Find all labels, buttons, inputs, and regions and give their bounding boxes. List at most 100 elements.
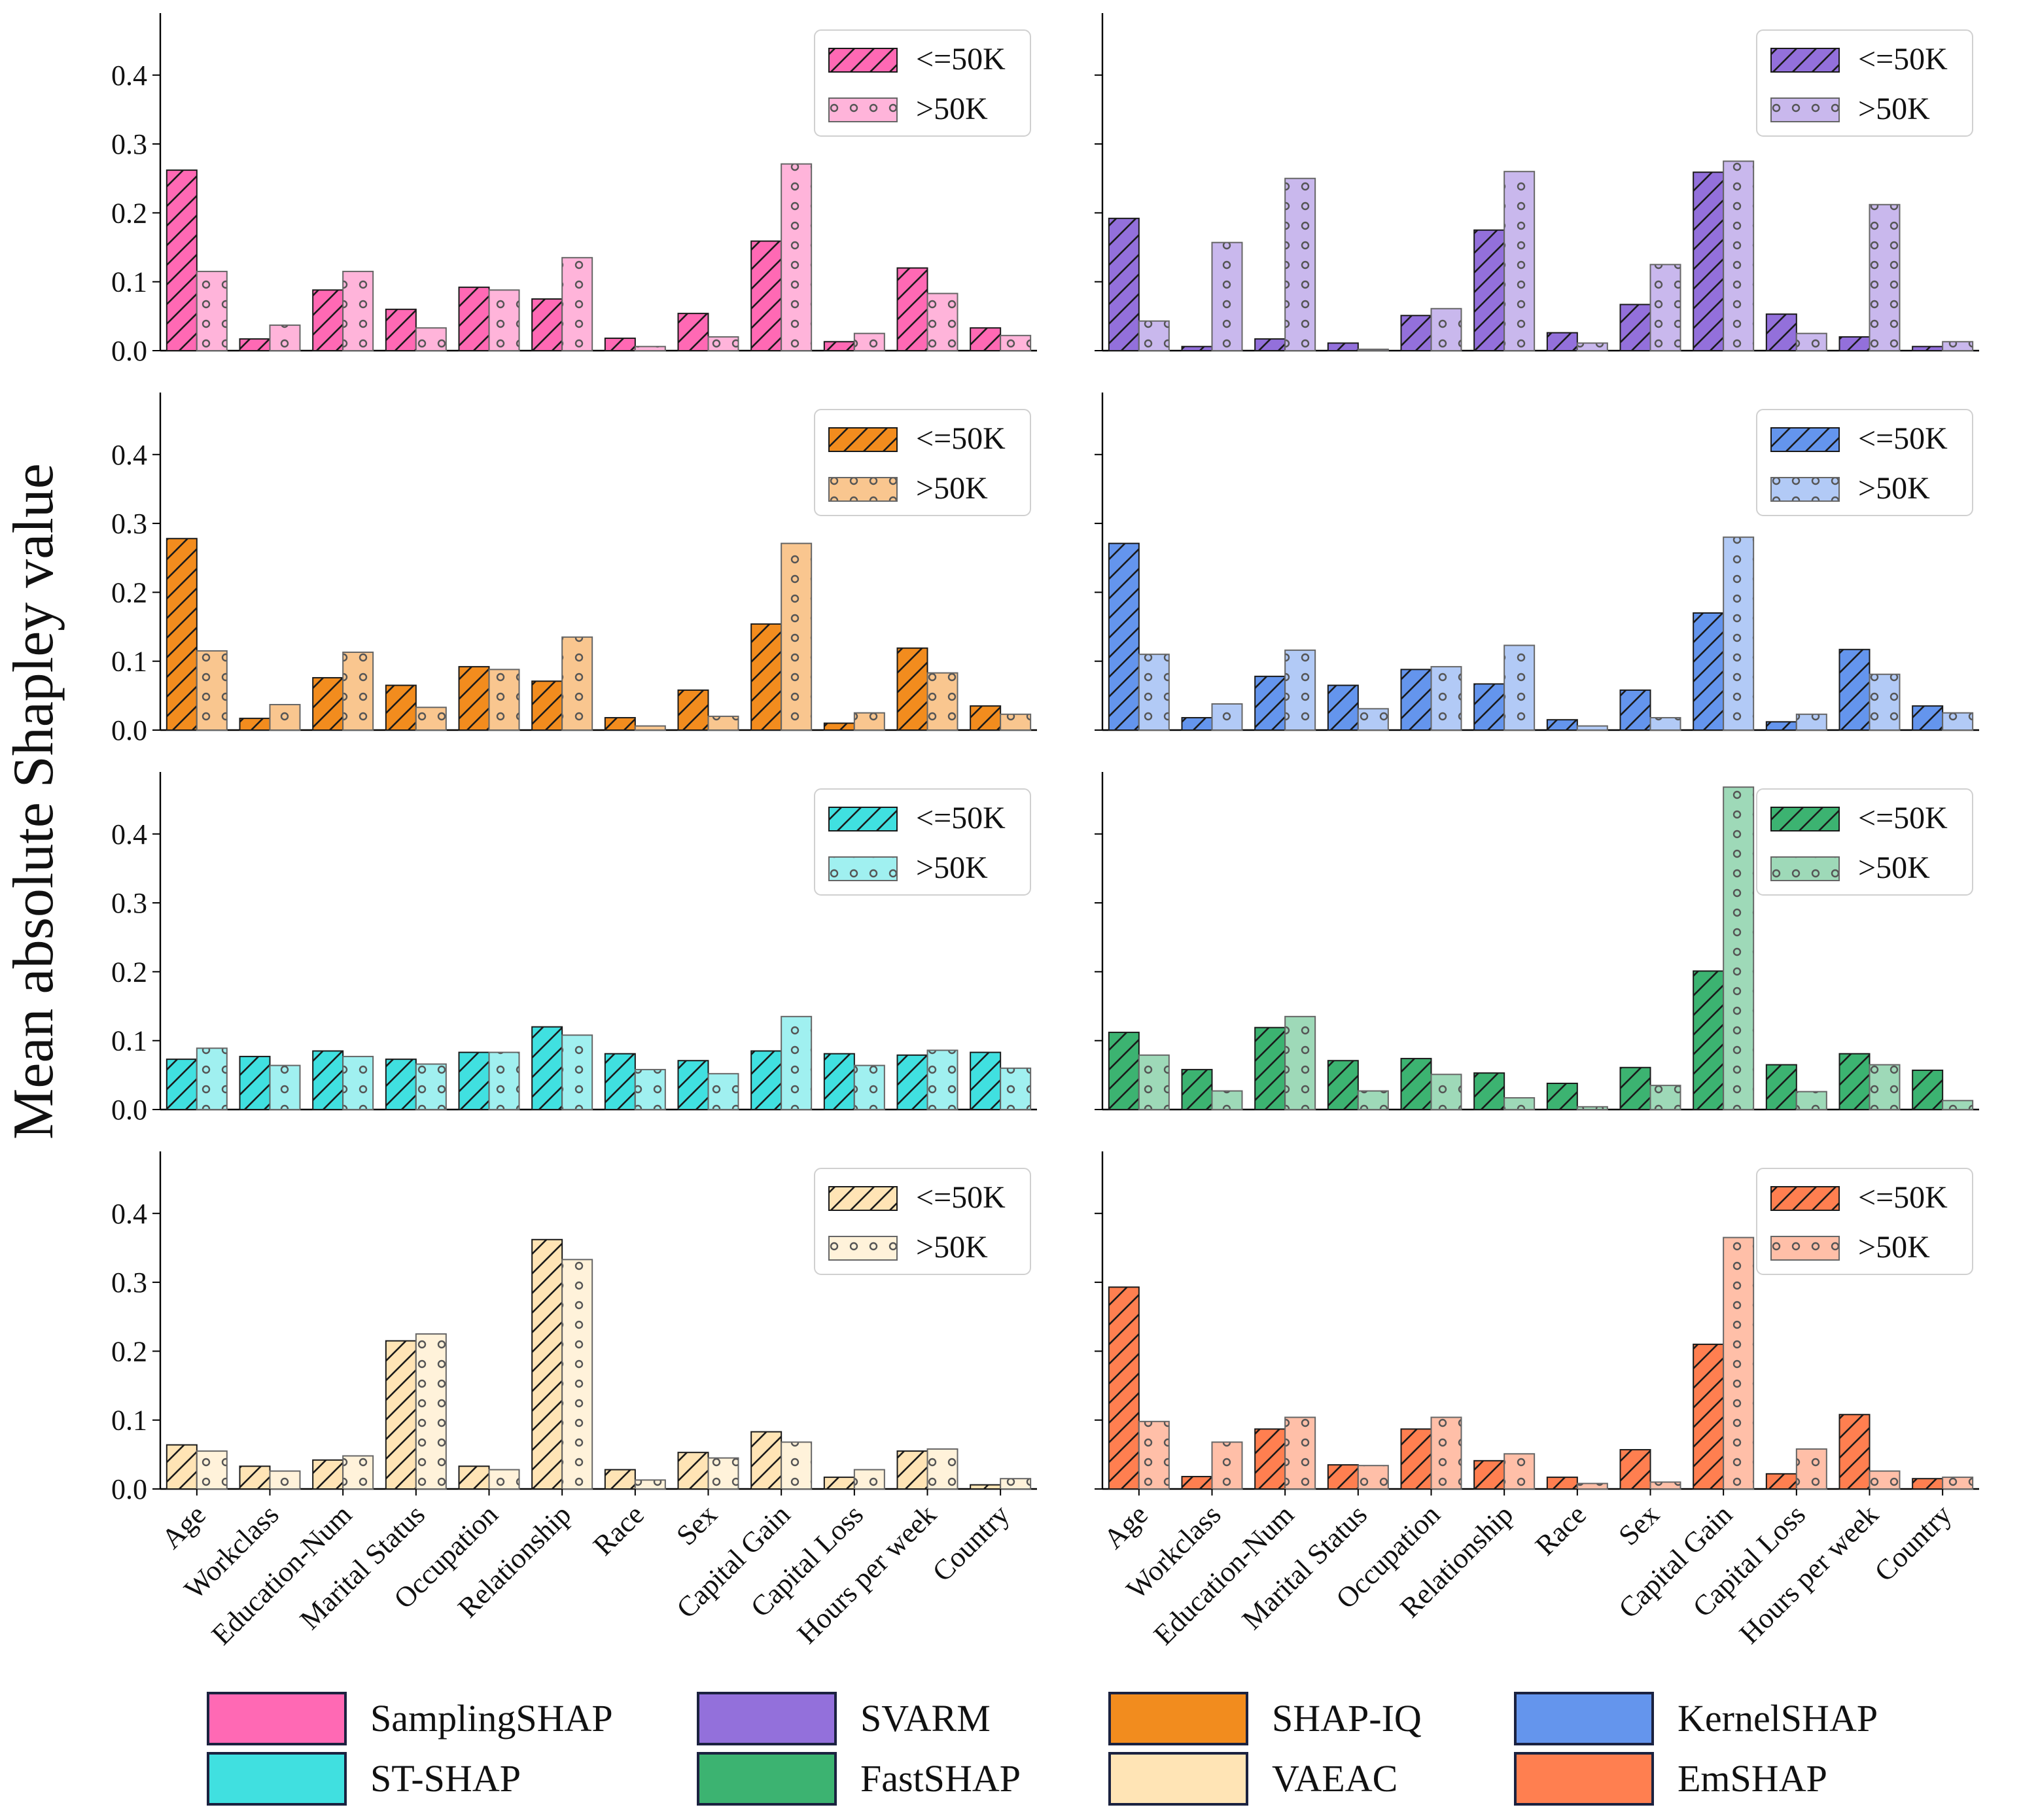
- bar-hatch: [269, 704, 301, 731]
- bar: [166, 538, 198, 731]
- bar-hatch: [750, 1431, 782, 1490]
- bar-hatch: [342, 1455, 374, 1490]
- bar: [312, 676, 344, 731]
- method-label: KernelSHAP: [1678, 1697, 1878, 1740]
- bar: [823, 1053, 855, 1110]
- bar: [1181, 345, 1213, 352]
- bar: [1400, 315, 1432, 352]
- bar: [1869, 673, 1901, 731]
- bar: [1546, 1082, 1578, 1110]
- bar-hatch: [677, 1452, 709, 1490]
- bar-hatch: [531, 680, 563, 731]
- bar-hatch: [781, 1015, 813, 1111]
- bar: [269, 704, 301, 731]
- bar-hatch: [1693, 1343, 1725, 1490]
- bar-hatch: [1108, 1032, 1140, 1110]
- bar-hatch: [1430, 1074, 1462, 1110]
- bar: [1211, 1441, 1243, 1490]
- bar-hatch: [1869, 673, 1901, 731]
- bar-hatch: [1473, 1460, 1505, 1490]
- bar-hatch: [1619, 304, 1651, 351]
- bar-hatch: [604, 1469, 636, 1490]
- method-swatch: [207, 1692, 347, 1745]
- x-tick-label: Country: [926, 1498, 1016, 1588]
- y-tick-label: 0.1: [111, 646, 147, 678]
- bar: [896, 1450, 928, 1490]
- bar: [1576, 342, 1608, 351]
- bar: [781, 1015, 813, 1111]
- bar-hatch: [750, 1050, 782, 1110]
- bar: [1912, 345, 1944, 352]
- bar-hatch: [166, 169, 198, 351]
- bar: [342, 270, 374, 351]
- x-tick-label: Race: [587, 1498, 650, 1562]
- bar: [1576, 1106, 1608, 1110]
- bar: [1869, 1470, 1901, 1490]
- y-tick-label: 0.0: [111, 1094, 147, 1126]
- bar-hatch: [1942, 712, 1974, 731]
- bar-hatch: [458, 287, 490, 352]
- legend-swatch-hatch: [828, 48, 898, 73]
- bar-hatch: [269, 1064, 301, 1111]
- bar-hatch: [1473, 229, 1505, 352]
- bar: [707, 715, 739, 731]
- bar-hatch: [970, 1484, 1002, 1490]
- method-swatch: [1108, 1692, 1248, 1745]
- bar-hatch: [781, 1441, 813, 1490]
- bar-hatch: [269, 324, 301, 352]
- bar-hatch: [853, 332, 885, 351]
- bar-hatch: [196, 1450, 228, 1490]
- method-legend-item-kernelshap: KernelSHAP: [1514, 1692, 1878, 1745]
- bar: [1000, 1478, 1032, 1490]
- bar-hatch: [561, 256, 593, 351]
- bar: [166, 1444, 198, 1490]
- bar-hatch: [1400, 315, 1432, 352]
- bar-hatch: [1546, 332, 1578, 352]
- bar: [342, 652, 374, 731]
- bar: [269, 1064, 301, 1111]
- bar: [677, 313, 709, 352]
- bar: [1649, 717, 1681, 731]
- bar: [269, 1470, 301, 1490]
- panel-emshap: <=50K>50KAgeWorkclassEducation-NumMarita…: [1095, 1151, 1979, 1651]
- bar-hatch: [1942, 1100, 1974, 1110]
- bar: [415, 1063, 447, 1110]
- bar-hatch: [1430, 666, 1462, 731]
- bar: [1765, 1473, 1797, 1490]
- y-tick-label: 0.1: [111, 1405, 147, 1437]
- bar-hatch: [1649, 1085, 1681, 1110]
- bar: [707, 336, 739, 352]
- bar: [488, 1469, 520, 1490]
- bar-hatch: [1795, 1448, 1827, 1490]
- bar-hatch: [531, 1026, 563, 1111]
- bar-hatch: [531, 298, 563, 352]
- bar: [1838, 648, 1871, 731]
- bar: [1838, 1053, 1871, 1110]
- bar: [853, 1064, 885, 1111]
- panel-kernelshap: <=50K >50K: [1095, 393, 1979, 731]
- bar: [853, 332, 885, 351]
- bar: [1912, 705, 1944, 731]
- legend-label: <=50K: [1858, 1180, 1948, 1215]
- bar-hatch: [385, 308, 417, 351]
- x-tick-label: Sex: [1612, 1498, 1665, 1551]
- y-tick-label: 0.4: [111, 1198, 147, 1230]
- bar: [1357, 1090, 1389, 1111]
- method-label: ST-SHAP: [370, 1757, 521, 1800]
- bar: [1649, 1085, 1681, 1110]
- bar-hatch: [415, 1063, 447, 1110]
- bar: [1357, 348, 1389, 351]
- bar: [458, 1465, 490, 1490]
- y-tick-label: 0.0: [111, 714, 147, 746]
- bar-hatch: [1838, 336, 1871, 352]
- bar-hatch: [926, 1448, 958, 1490]
- bar: [1108, 217, 1140, 352]
- bar: [970, 1484, 1002, 1490]
- bar-hatch: [196, 650, 228, 731]
- bar: [1765, 313, 1797, 351]
- method-swatch: [1108, 1752, 1248, 1806]
- bar-hatch: [1619, 1448, 1651, 1490]
- legend-swatch-hatch: [828, 807, 898, 831]
- bar: [1430, 1416, 1462, 1490]
- bar: [853, 712, 885, 731]
